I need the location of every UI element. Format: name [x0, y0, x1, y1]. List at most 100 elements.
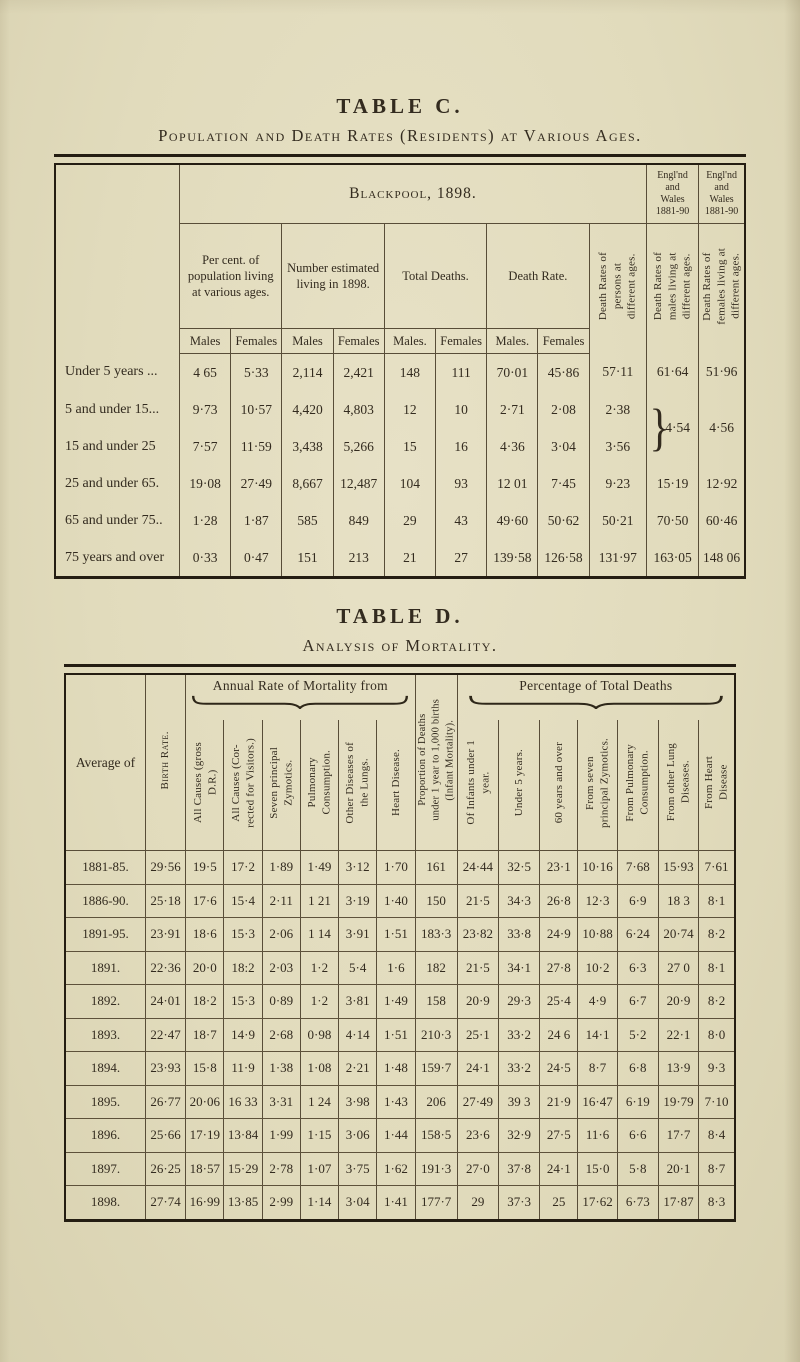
table-d-cell: 5·8: [616, 1152, 659, 1186]
table-c-cell: 104: [383, 465, 436, 502]
age-range-label: 75 years and over: [65, 549, 165, 565]
table-d-cell: 12·3: [577, 884, 618, 918]
table-d-cell: 29: [456, 1185, 499, 1220]
table-d-cell: 1·38: [261, 1051, 301, 1086]
table-d-title: TABLE D.: [336, 604, 464, 628]
number-living-header: Number estimated living in 1898.: [281, 223, 385, 329]
table-d-cell: 27·5: [539, 1118, 578, 1153]
brace-icon: }: [649, 399, 670, 457]
table-c-cell: 45·86: [537, 353, 590, 391]
table-c-cell: 2,421: [332, 353, 385, 391]
table-d-cell: 15·29: [223, 1152, 263, 1186]
table-d-cell: 29·56: [144, 850, 186, 885]
table-d-cell: 158·5: [414, 1118, 458, 1153]
period-label: 1891-95.: [65, 917, 146, 952]
table-d-cell: 2·21: [338, 1051, 377, 1086]
age-range-label: 5 and under 15...: [65, 401, 160, 417]
table-d-cell: 17·19: [185, 1118, 224, 1153]
period-label: 1897.: [65, 1152, 146, 1186]
table-d-cell: 32·5: [497, 850, 540, 885]
table-d-cell: 3·19: [338, 884, 377, 918]
table-c-cell: 27: [435, 539, 487, 578]
table-d-row: 1894. 23·93 15·8 11·9 1·38 1·08 2·21 1·48 159·7 2…: [65, 1051, 735, 1086]
table-c-title: TABLE C.: [336, 94, 464, 118]
blackpool-1898-header: Blackpool, 1898.: [179, 164, 647, 224]
table-d-cell: 32·9: [497, 1118, 540, 1153]
table-d-cell: 2·68: [261, 1018, 301, 1052]
table-d-cell: 15·0: [577, 1152, 618, 1186]
period-label: 1898.: [90, 1194, 121, 1210]
table-d-cell: 27 0: [657, 951, 699, 985]
pct-from-pulmonary-header: From Pulmonary Consumption.: [616, 720, 659, 851]
table-c-cell: 148: [383, 353, 436, 391]
age-range-label: Under 5 years ...: [65, 364, 158, 380]
table-d-cell: 21·5: [456, 951, 499, 985]
birth-rate-header: Birth Rate.: [144, 674, 186, 851]
death-rates-persons-header: Death Rates of persons at different ages…: [588, 223, 647, 354]
table-d-cell: 18·57: [185, 1152, 224, 1186]
table-d-cell: 26·25: [144, 1152, 186, 1186]
table-d-cell: 1·41: [376, 1185, 416, 1220]
table-c-cell: 2·71: [486, 391, 538, 428]
table-c-cell: 5,266: [332, 428, 385, 465]
table-d-cell: 8·4: [698, 1118, 735, 1153]
table-d-cell: 3·98: [338, 1085, 377, 1119]
table-d-cell: 9·3: [698, 1051, 735, 1086]
table-c-cell: 585: [281, 502, 334, 539]
period-label: 1881-85.: [65, 850, 146, 885]
all-causes-gross-header: All Causes (gross D.R.): [185, 720, 224, 851]
table-d-cell: 210·3: [414, 1018, 458, 1052]
table-d-cell: 161: [414, 850, 458, 885]
table-d-row: 1897. 26·25 18·57 15·29 2·78 1·07 3·75 1·62 191·…: [65, 1152, 735, 1186]
table-d-cell: 18·2: [185, 984, 224, 1019]
england-wales-header-males: Engl'nd and Wales 1881-90: [645, 164, 699, 224]
table-c-cell: 213: [332, 539, 385, 578]
table-c-cell: 61·64: [645, 353, 699, 391]
table-d-cell: 6·8: [616, 1051, 659, 1086]
table-d-cell: 34·1: [497, 951, 540, 985]
table-d-cell: 25·66: [144, 1118, 186, 1153]
table-c-row: 75 years and over 0·33 0·47 151 213 21 27 139·5…: [55, 539, 745, 578]
table-d-cell: 24·1: [456, 1051, 499, 1086]
table-c-cell: 2·08: [537, 391, 590, 428]
table-c-cell: 111: [435, 353, 487, 391]
table-d-cell: 7·68: [616, 850, 659, 885]
table-c-cell: 4,420: [281, 391, 334, 428]
pct-from-heart-header: From Heart Disease: [698, 720, 735, 851]
table-d-row: 1891. 22·36 20·0 18:2 2·03 1·2 5·4 1·6 182 21·5 34…: [65, 951, 735, 985]
table-d-cell: 24 6: [539, 1018, 578, 1052]
table-d-cell: 15·93: [657, 850, 699, 885]
table-d-cell: 24·5: [539, 1051, 578, 1086]
age-range-label: 15 and under 25: [65, 438, 156, 454]
table-d-cell: 1·08: [299, 1051, 339, 1086]
table-c-cell: 12·92: [698, 465, 745, 502]
ew-females-braced-cell: 4·56: [698, 391, 745, 465]
table-d-cell: 20·74: [657, 917, 699, 952]
table-d-cell: 158: [414, 984, 458, 1019]
table-d-cell: 23·82: [456, 917, 499, 952]
table-d-cell: 34·3: [497, 884, 540, 918]
table-c-cell: 0·47: [230, 539, 282, 578]
table-c-cell: 49·60: [486, 502, 538, 539]
table-d-cell: 2·78: [261, 1152, 301, 1186]
table-c-cell: 70·01: [486, 353, 538, 391]
table-d-cell: 6·3: [616, 951, 659, 985]
table-c-cell: 51·96: [698, 353, 745, 391]
table-d-cell: 13·9: [657, 1051, 699, 1086]
table-d-section: TABLE D. Analysis of Mortality. Average …: [0, 604, 800, 1222]
period-label: 1886-90.: [65, 884, 146, 918]
table-d-cell: 33·2: [497, 1018, 540, 1052]
table-d-cell: 177·7: [414, 1185, 458, 1220]
table-d-cell: 3·91: [338, 917, 377, 952]
table-d-cell: 20·0: [185, 951, 224, 985]
table-d-cell: 37·3: [497, 1185, 540, 1220]
table-d-cell: 1 21: [299, 884, 339, 918]
infant-mortality-header: Proportion of Deaths under 1 year to 1,0…: [414, 674, 458, 851]
table-c-header-row-3: Males Females Males Females Males. Femal…: [55, 328, 745, 354]
death-rates-males-ew-header: Death Rates of males living at different…: [645, 223, 699, 354]
table-d-cell: 21·9: [539, 1085, 578, 1119]
analysis-of-mortality-table: Average of Birth Rate. Annual Rate of Mo…: [64, 673, 736, 1222]
table-d-cell: 8·7: [577, 1051, 618, 1086]
table-d-cell: 0·89: [261, 984, 301, 1019]
period-label: 1892.: [65, 984, 146, 1019]
